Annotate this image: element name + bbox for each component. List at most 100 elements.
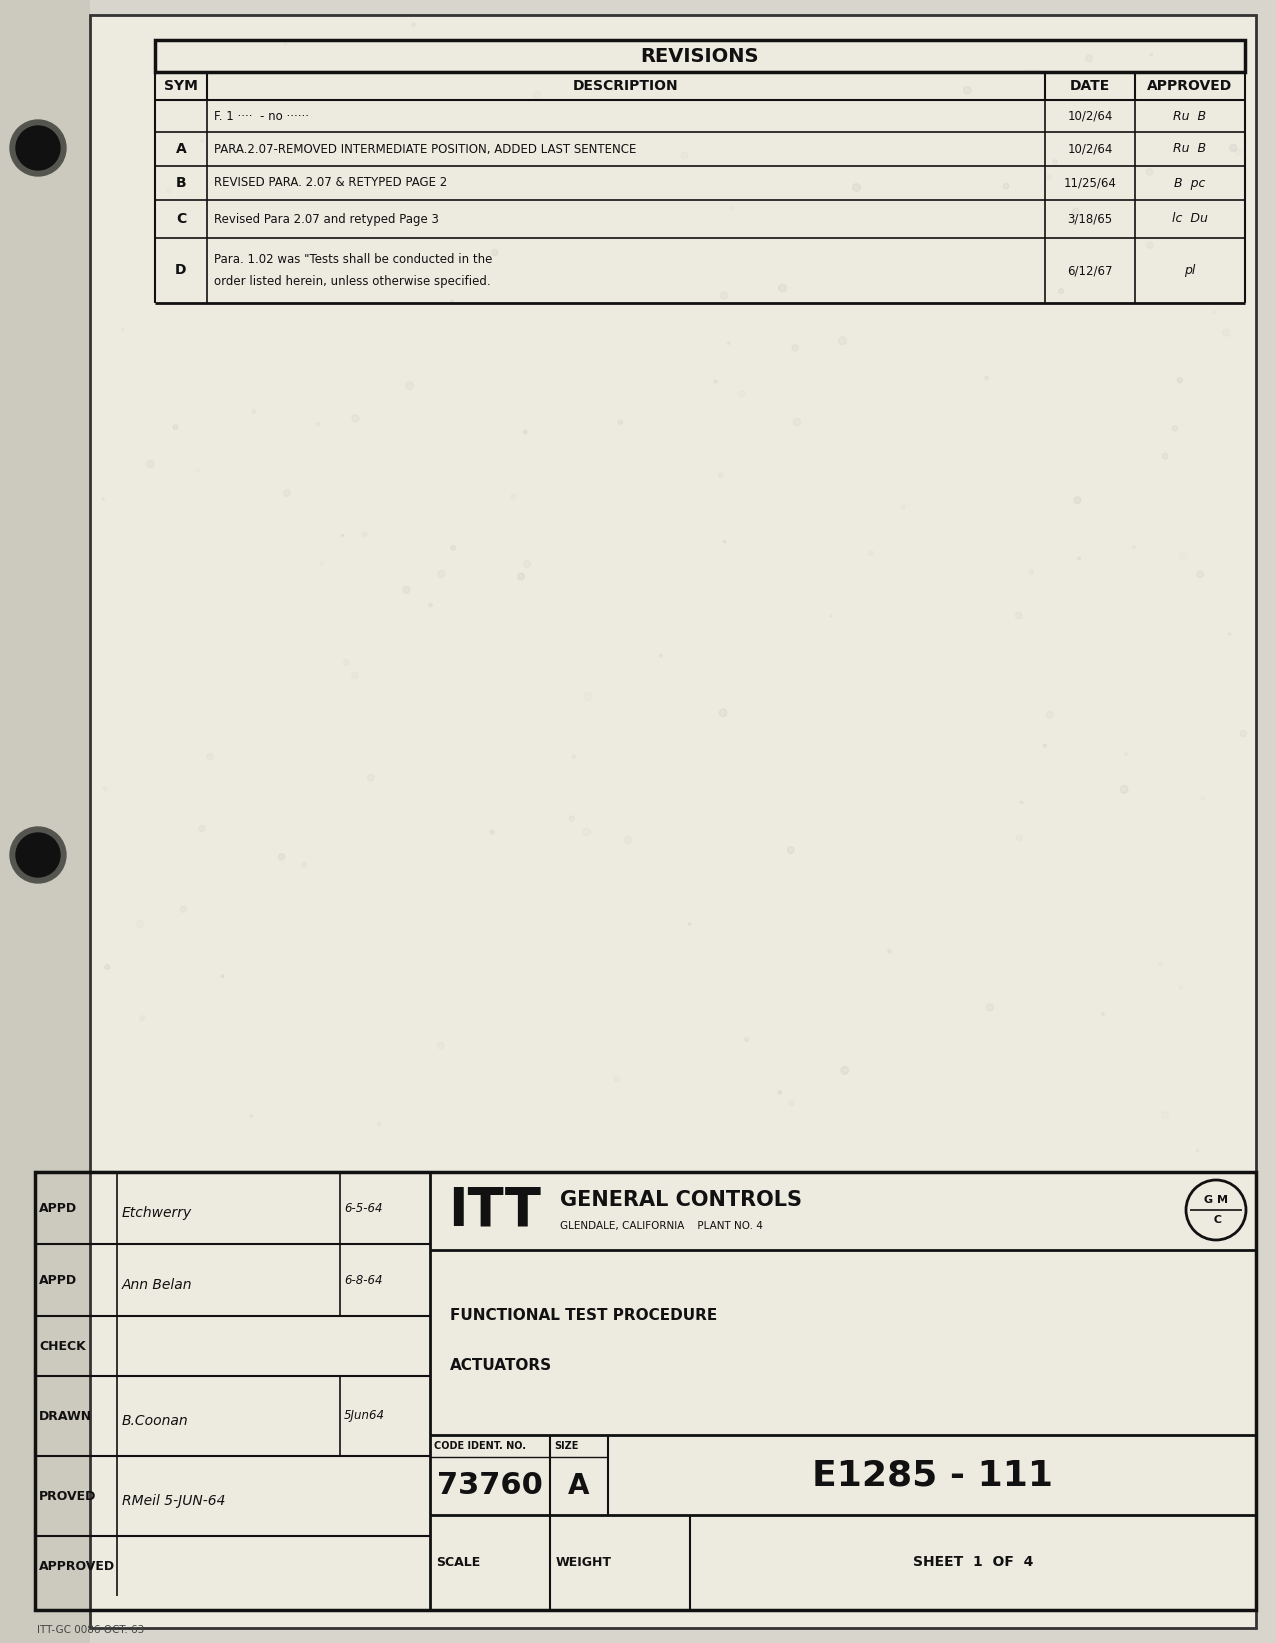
Text: order listed herein, unless otherwise specified.: order listed herein, unless otherwise sp… — [214, 274, 491, 288]
Circle shape — [727, 342, 730, 345]
Circle shape — [10, 826, 66, 882]
Circle shape — [199, 826, 205, 831]
Text: 3/18/65: 3/18/65 — [1068, 212, 1113, 225]
Circle shape — [778, 1091, 781, 1094]
Text: C: C — [1210, 1216, 1222, 1226]
Text: SHEET  1  OF  4: SHEET 1 OF 4 — [912, 1556, 1034, 1569]
Text: Ru  B: Ru B — [1174, 110, 1207, 123]
Text: DESCRIPTION: DESCRIPTION — [573, 79, 679, 94]
Text: DATE: DATE — [1069, 79, 1110, 94]
Text: APPROVED: APPROVED — [40, 1559, 115, 1572]
Circle shape — [174, 426, 177, 429]
Circle shape — [1072, 209, 1079, 215]
Text: SYM: SYM — [165, 79, 198, 94]
Text: lc  Du: lc Du — [1173, 212, 1208, 225]
Text: ITT: ITT — [448, 1185, 541, 1237]
Text: Ru  B: Ru B — [1174, 143, 1207, 156]
Text: ACTUATORS: ACTUATORS — [450, 1357, 553, 1372]
Text: SCALE: SCALE — [436, 1556, 480, 1569]
Circle shape — [792, 345, 799, 352]
Circle shape — [1016, 613, 1022, 619]
Circle shape — [1074, 496, 1081, 504]
Circle shape — [1162, 453, 1168, 458]
Text: 10/2/64: 10/2/64 — [1067, 143, 1113, 156]
Text: ITT-GC 0086 OCT. 63: ITT-GC 0086 OCT. 63 — [37, 1625, 144, 1635]
Circle shape — [438, 570, 445, 577]
Circle shape — [490, 830, 494, 835]
Circle shape — [491, 250, 498, 256]
Text: 73760: 73760 — [438, 1472, 542, 1500]
Text: WEIGHT: WEIGHT — [556, 1556, 612, 1569]
Text: pl: pl — [1184, 265, 1196, 278]
Circle shape — [518, 573, 524, 580]
Bar — [154, 72, 1245, 100]
Circle shape — [963, 87, 971, 94]
Circle shape — [1053, 159, 1058, 164]
Circle shape — [1229, 633, 1230, 636]
Circle shape — [154, 72, 157, 76]
Circle shape — [10, 120, 66, 176]
Text: F. 1 ····  - no ······: F. 1 ···· - no ······ — [214, 110, 309, 123]
Circle shape — [688, 922, 690, 925]
Text: A: A — [568, 1472, 590, 1500]
Text: Revised Para 2.07 and retyped Page 3: Revised Para 2.07 and retyped Page 3 — [214, 212, 439, 225]
Circle shape — [841, 1066, 849, 1075]
Circle shape — [406, 381, 413, 389]
Circle shape — [1147, 242, 1152, 248]
Text: A: A — [176, 141, 186, 156]
Circle shape — [17, 127, 60, 169]
Circle shape — [1240, 731, 1247, 736]
Circle shape — [147, 460, 154, 468]
Circle shape — [283, 490, 291, 496]
Text: 6-8-64: 6-8-64 — [345, 1273, 383, 1286]
Text: APPD: APPD — [40, 1273, 77, 1286]
Circle shape — [1086, 54, 1092, 62]
Circle shape — [852, 184, 860, 191]
Circle shape — [720, 710, 727, 716]
Text: 11/25/64: 11/25/64 — [1064, 176, 1116, 189]
Circle shape — [1146, 169, 1152, 176]
Circle shape — [180, 905, 186, 912]
Text: FUNCTIONAL TEST PROCEDURE: FUNCTIONAL TEST PROCEDURE — [450, 1308, 717, 1323]
Circle shape — [278, 854, 285, 859]
Text: PARA.2.07-REMOVED INTERMEDIATE POSITION, ADDED LAST SENTENCE: PARA.2.07-REMOVED INTERMEDIATE POSITION,… — [214, 143, 637, 156]
Circle shape — [450, 299, 453, 302]
Text: APPROVED: APPROVED — [1147, 79, 1233, 94]
Circle shape — [745, 1037, 749, 1042]
Text: G M: G M — [1205, 1194, 1228, 1204]
Circle shape — [723, 541, 726, 542]
Bar — [0, 0, 91, 1643]
Circle shape — [1059, 289, 1064, 294]
Circle shape — [1120, 785, 1128, 794]
Circle shape — [1078, 557, 1081, 560]
Text: RMeil 5-JUN-64: RMeil 5-JUN-64 — [122, 1493, 226, 1508]
Circle shape — [1021, 802, 1023, 803]
Circle shape — [660, 654, 662, 657]
Circle shape — [429, 603, 433, 606]
Circle shape — [1197, 572, 1203, 578]
Text: Para. 1.02 was "Tests shall be conducted in the: Para. 1.02 was "Tests shall be conducted… — [214, 253, 493, 266]
Text: B  pc: B pc — [1174, 176, 1206, 189]
Text: CHECK: CHECK — [40, 1339, 85, 1352]
Text: B: B — [176, 176, 186, 191]
Text: REVISIONS: REVISIONS — [641, 46, 759, 66]
Circle shape — [450, 545, 456, 550]
Text: 6-5-64: 6-5-64 — [345, 1201, 383, 1214]
Circle shape — [102, 498, 105, 499]
Text: Etchwerry: Etchwerry — [122, 1206, 193, 1221]
Circle shape — [342, 534, 343, 537]
Circle shape — [569, 817, 574, 822]
Circle shape — [17, 833, 60, 877]
Circle shape — [1230, 145, 1236, 151]
Circle shape — [523, 430, 527, 434]
Text: GENERAL CONTROLS: GENERAL CONTROLS — [560, 1190, 803, 1209]
Circle shape — [412, 23, 415, 26]
Circle shape — [888, 950, 891, 953]
Circle shape — [1101, 1012, 1105, 1015]
Bar — [34, 1171, 1256, 1610]
Text: REVISED PARA. 2.07 & RETYPED PAGE 2: REVISED PARA. 2.07 & RETYPED PAGE 2 — [214, 176, 448, 189]
Text: SIZE: SIZE — [554, 1441, 578, 1451]
Text: B.Coonan: B.Coonan — [122, 1415, 189, 1428]
Circle shape — [1133, 545, 1136, 549]
Circle shape — [221, 974, 225, 978]
